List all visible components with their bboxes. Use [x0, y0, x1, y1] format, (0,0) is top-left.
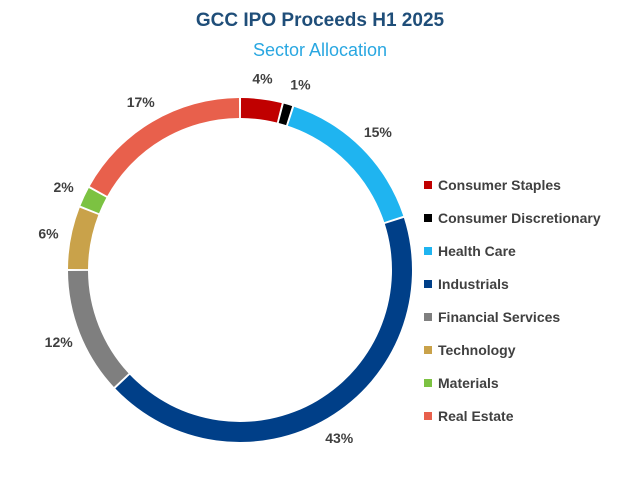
- legend-label: Financial Services: [438, 308, 561, 325]
- legend-item-financial-services: Financial Services: [424, 300, 601, 333]
- slice-materials: [80, 188, 107, 214]
- legend-label: Materials: [438, 374, 499, 391]
- legend-label: Real Estate: [438, 407, 514, 424]
- legend-swatch: [424, 246, 432, 255]
- legend-label: Consumer Staples: [438, 176, 561, 193]
- slice-consumer-discretionary: [278, 103, 293, 126]
- data-label-industrials: 43%: [325, 430, 354, 446]
- chart-title: GCC IPO Proceeds H1 2025: [195, 10, 445, 31]
- data-label-technology: 6%: [38, 225, 59, 241]
- slice-technology: [68, 207, 99, 270]
- slice-industrials: [115, 217, 412, 442]
- data-label-materials: 2%: [53, 179, 74, 195]
- legend-label: Health Care: [438, 242, 516, 259]
- legend-label: Technology: [438, 341, 516, 358]
- slice-financial-services: [68, 270, 129, 387]
- data-label-consumer-discretionary: 1%: [290, 77, 311, 93]
- slice-consumer-staples: [240, 98, 282, 123]
- legend-item-health-care: Health Care: [424, 234, 601, 267]
- slice-real-estate: [89, 98, 240, 196]
- legend-item-consumer-staples: Consumer Staples: [424, 168, 601, 201]
- legend-swatch: [424, 345, 432, 354]
- legend-swatch: [424, 279, 432, 288]
- chart-subtitle: Sector Allocation: [252, 40, 388, 60]
- legend-item-technology: Technology: [424, 333, 601, 366]
- legend-swatch: [424, 411, 432, 420]
- data-label-real-estate: 17%: [127, 94, 156, 110]
- legend-label: Industrials: [438, 275, 509, 292]
- slice-health-care: [287, 106, 404, 223]
- data-label-consumer-staples: 4%: [252, 71, 273, 87]
- legend-swatch: [424, 378, 432, 387]
- legend-swatch: [424, 312, 432, 321]
- chart-legend: Consumer Staples Consumer Discretionary He…: [424, 168, 601, 432]
- legend-item-consumer-discretionary: Consumer Discretionary: [424, 201, 601, 234]
- legend-swatch: [424, 213, 432, 222]
- data-label-financial-services: 12%: [45, 334, 74, 350]
- legend-swatch: [424, 180, 432, 189]
- legend-item-real-estate: Real Estate: [424, 399, 601, 432]
- legend-label: Consumer Discretionary: [438, 209, 601, 226]
- data-label-health-care: 15%: [364, 124, 393, 140]
- legend-item-industrials: Industrials: [424, 267, 601, 300]
- legend-item-materials: Materials: [424, 366, 601, 399]
